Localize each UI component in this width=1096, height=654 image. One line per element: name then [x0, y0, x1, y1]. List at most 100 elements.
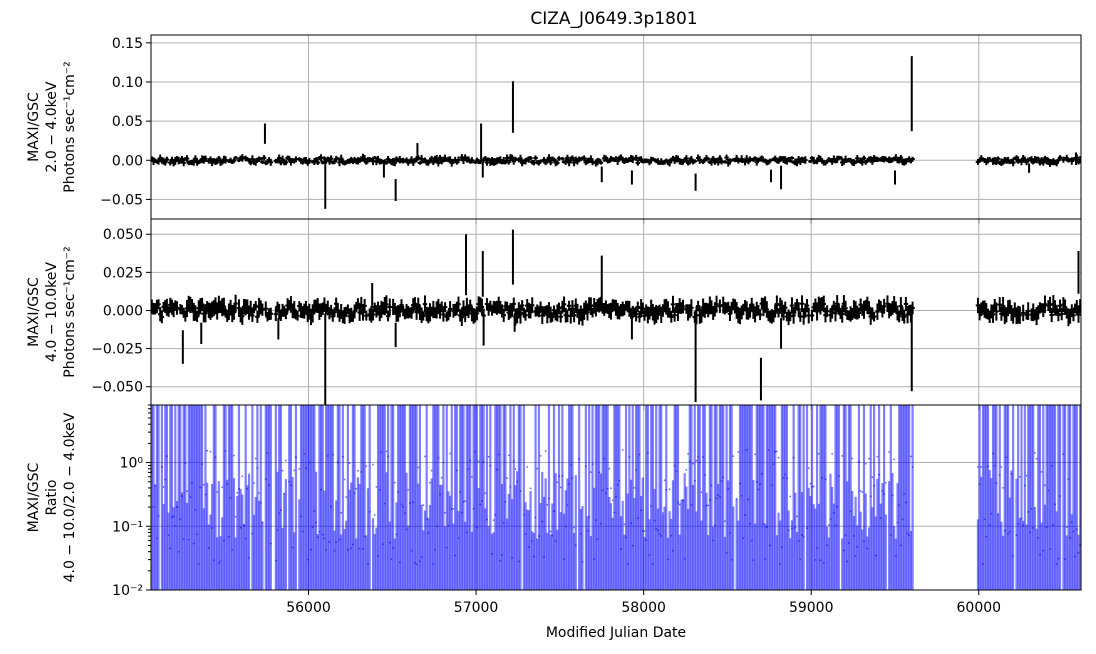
data-point: [584, 465, 587, 468]
data-point: [747, 498, 750, 501]
data-point: [817, 452, 820, 455]
data-point: [308, 461, 311, 464]
data-point: [512, 460, 515, 462]
y-tick-label: −0.05: [100, 192, 143, 208]
data-point: [499, 559, 502, 562]
data-point: [724, 520, 726, 523]
data-point: [1067, 478, 1070, 481]
data-point: [821, 476, 824, 479]
data-point: [335, 541, 338, 544]
data-point: [177, 550, 180, 553]
data-point: [911, 466, 914, 469]
data-point: [720, 480, 723, 482]
data-point: [910, 455, 912, 458]
data-point: [762, 523, 765, 525]
data-point: [375, 485, 378, 488]
data-point: [904, 501, 907, 504]
data-point: [551, 534, 554, 537]
data-point: [586, 529, 589, 532]
data-point: [398, 561, 401, 564]
data-point: [1018, 475, 1021, 478]
data-point: [408, 502, 411, 504]
data-point: [1025, 474, 1028, 477]
data-point: [713, 524, 716, 527]
data-point: [794, 526, 797, 529]
data-point: [578, 458, 581, 460]
data-point: [593, 558, 596, 560]
data-point: [352, 543, 354, 546]
data-point: [244, 537, 247, 540]
data-point: [278, 512, 281, 515]
data-point: [1040, 470, 1043, 473]
data-point: [1064, 558, 1066, 561]
data-point: [219, 560, 222, 563]
data-point: [440, 476, 443, 479]
y-tick-label: 0.025: [103, 265, 143, 281]
data-point: [990, 512, 993, 515]
data-point: [1037, 537, 1040, 539]
data-point: [983, 518, 986, 521]
data-point: [194, 508, 197, 511]
data-point: [779, 562, 782, 565]
data-point: [276, 529, 279, 531]
data-point: [217, 562, 220, 565]
data-point: [266, 452, 269, 454]
data-point: [157, 515, 160, 517]
data-point: [620, 548, 622, 550]
data-point: [388, 541, 391, 544]
data-point: [269, 542, 272, 545]
data-point: [554, 540, 557, 543]
data-point: [796, 515, 798, 518]
data-point: [402, 505, 405, 508]
data-point: [548, 497, 550, 500]
data-point: [544, 450, 547, 452]
data-point: [492, 519, 495, 522]
data-point: [722, 476, 725, 479]
data-point: [454, 554, 457, 557]
data-point: [754, 453, 756, 456]
data-point: [814, 558, 817, 561]
data-point: [477, 460, 480, 463]
data-point: [982, 563, 984, 565]
data-point: [397, 491, 400, 494]
data-point: [789, 495, 792, 498]
data-point: [1023, 484, 1026, 487]
chart-title: CIZA_J0649.3p1801: [530, 9, 697, 29]
data-point: [526, 465, 529, 468]
data-point: [410, 549, 413, 552]
data-point: [616, 484, 619, 486]
data-point: [742, 537, 745, 540]
data-point: [1072, 530, 1075, 533]
data-point: [625, 536, 627, 539]
data-point: [207, 547, 210, 549]
data-point: [589, 471, 592, 474]
data-point: [393, 481, 396, 484]
data-point: [365, 465, 368, 468]
data-point: [1075, 528, 1078, 531]
data-point: [201, 463, 204, 466]
data-point: [881, 489, 884, 492]
data-point: [422, 504, 425, 507]
data-point: [640, 509, 643, 512]
data-point: [837, 475, 840, 478]
data-point: [248, 556, 250, 559]
data-point: [853, 535, 855, 537]
data-point: [829, 518, 832, 520]
data-point: [484, 492, 487, 495]
data-point: [372, 463, 374, 466]
data-point: [496, 468, 498, 471]
data-point: [368, 510, 371, 513]
data-point: [543, 556, 545, 558]
data-point: [506, 477, 508, 479]
data-point: [405, 528, 408, 531]
data-point: [1010, 473, 1013, 475]
y-tick-label: 0.05: [112, 114, 143, 130]
data-point: [977, 466, 979, 468]
data-point: [362, 547, 364, 550]
data-point: [457, 537, 460, 540]
data-point: [427, 532, 430, 534]
data-point: [618, 479, 621, 482]
data-point: [236, 491, 239, 494]
data-point: [832, 511, 835, 514]
data-point: [682, 499, 684, 502]
